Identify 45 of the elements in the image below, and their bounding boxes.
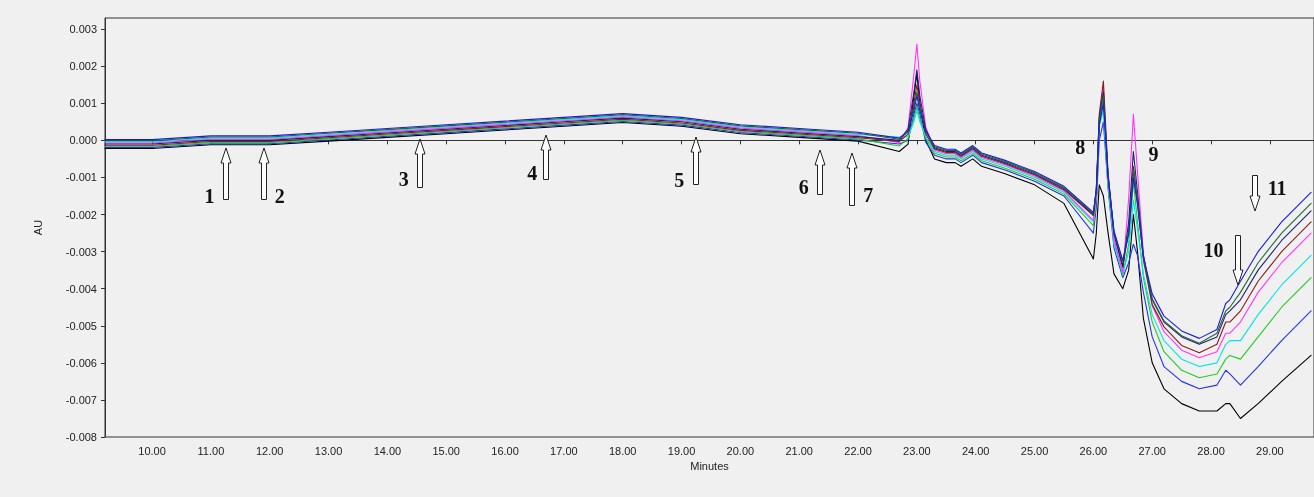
- x-tick-label: 16.00: [491, 444, 519, 457]
- x-tick-label: 21.00: [785, 444, 813, 457]
- x-tick-label: 20.00: [726, 444, 755, 457]
- annotation: 4: [527, 161, 538, 184]
- x-tick-label: 12.00: [255, 444, 284, 457]
- y-tick-label: -0.008: [65, 431, 97, 443]
- y-tick-label: 0.003: [69, 23, 97, 36]
- y-axis-title: AU: [31, 219, 44, 236]
- x-tick-label: 15.00: [432, 444, 460, 457]
- annotation: 5: [674, 168, 685, 191]
- y-tick-label: 0.002: [69, 60, 97, 73]
- x-tick-label: 24.00: [961, 444, 990, 457]
- y-tick-label: 0.000: [69, 134, 97, 147]
- x-tick-label: 29.00: [1256, 444, 1284, 457]
- x-tick-label: 18.00: [608, 444, 637, 457]
- x-tick-label: 26.00: [1079, 444, 1108, 457]
- annotation: 11: [1267, 177, 1287, 200]
- y-tick-label: -0.004: [65, 282, 97, 295]
- annotation: 7: [863, 183, 874, 206]
- annotation: 2: [274, 184, 285, 207]
- annotation: 3: [398, 168, 409, 191]
- x-tick-label: 25.00: [1020, 444, 1049, 457]
- x-tick-label: 19.00: [667, 444, 696, 457]
- x-tick-label: 23.00: [903, 444, 931, 457]
- annotation: 1: [204, 184, 215, 207]
- y-tick-label: -0.006: [65, 356, 97, 369]
- y-tick-label: -0.002: [65, 208, 97, 221]
- y-tick-label: -0.005: [65, 319, 97, 332]
- annotation: 9: [1148, 143, 1159, 166]
- y-tick-label: -0.001: [65, 171, 97, 184]
- x-tick-label: 10.00: [138, 444, 166, 457]
- annotation: 6: [798, 175, 809, 198]
- x-tick-label: 11.00: [197, 444, 225, 457]
- y-tick-label: -0.003: [65, 245, 97, 258]
- x-tick-label: 17.00: [550, 444, 578, 457]
- x-tick-label: 13.00: [314, 444, 343, 457]
- x-axis-title: Minutes: [690, 460, 730, 473]
- x-tick-label: 14.00: [373, 444, 402, 457]
- annotation: 8: [1075, 136, 1086, 159]
- x-tick-label: 22.00: [844, 444, 872, 457]
- y-tick-label: 0.001: [69, 97, 97, 110]
- x-tick-label: 27.00: [1138, 444, 1166, 457]
- x-tick-label: 28.00: [1197, 444, 1225, 457]
- y-tick-label: -0.007: [65, 393, 97, 406]
- annotation: 10: [1203, 238, 1224, 261]
